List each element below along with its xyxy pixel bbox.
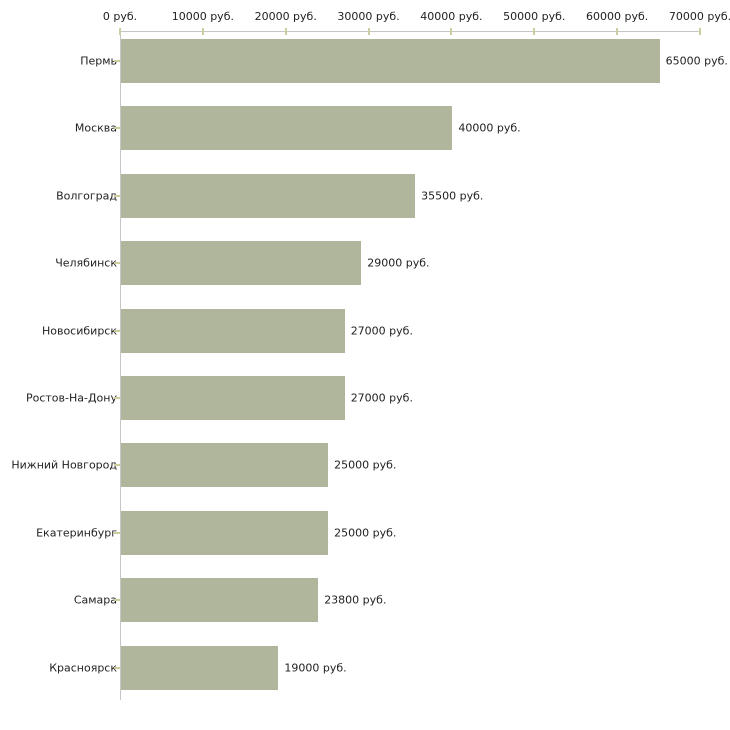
x-axis-tick [201, 28, 204, 35]
value-label: 27000 руб. [350, 324, 413, 338]
chart-row: Пермь 65000 руб. [0, 27, 730, 94]
x-axis-tick-label: 0 руб. [102, 10, 138, 23]
category-tick [114, 127, 120, 130]
chart-row: Нижний Новгород 25000 руб. [0, 432, 730, 499]
bar [121, 375, 345, 420]
x-axis-tick-label: 70000 руб. [668, 10, 730, 23]
category-tick [114, 464, 120, 467]
category-tick [114, 262, 120, 265]
bar [121, 38, 660, 83]
value-label: 25000 руб. [334, 458, 397, 472]
chart-row: Челябинск 29000 руб. [0, 230, 730, 297]
x-axis-tick-label: 40000 руб. [420, 10, 483, 23]
x-axis-tick [699, 28, 701, 35]
category-label: Красноярск [49, 661, 117, 675]
value-label: 27000 руб. [350, 391, 413, 405]
category-tick [114, 329, 120, 332]
chart-row: Новосибирск 27000 руб. [0, 297, 730, 364]
bar [121, 443, 329, 488]
value-label: 25000 руб. [334, 526, 397, 540]
category-tick [114, 59, 120, 62]
chart-row: Самара 23800 руб. [0, 567, 730, 634]
value-label: 40000 руб. [458, 121, 521, 135]
category-tick [114, 599, 120, 602]
category-label: Нижний Новгород [11, 458, 117, 472]
x-axis-tick-label: 20000 руб. [254, 10, 317, 23]
x-axis-tick-label: 50000 руб. [503, 10, 566, 23]
category-label: Волгоград [56, 189, 117, 203]
x-axis-tick-label: 10000 руб. [171, 10, 234, 23]
bar [121, 578, 319, 623]
chart-row: Красноярск 19000 руб. [0, 634, 730, 701]
bar [121, 645, 279, 690]
category-label: Челябинск [55, 256, 117, 270]
bar [121, 173, 416, 218]
bar [121, 510, 329, 555]
chart-row: Екатеринбург 25000 руб. [0, 499, 730, 566]
category-tick [114, 531, 120, 534]
category-label: Новосибирск [41, 324, 117, 338]
x-axis-line [120, 31, 701, 32]
x-axis-tick [119, 28, 121, 35]
x-axis-tick [533, 28, 536, 35]
bar [121, 106, 453, 151]
category-label: Ростов-На-Дону [25, 391, 117, 405]
category-label: Пермь [80, 54, 117, 68]
y-axis-line [120, 31, 121, 700]
chart-row: Ростов-На-Дону 27000 руб. [0, 364, 730, 431]
value-label: 29000 руб. [367, 256, 430, 270]
bar [121, 241, 362, 286]
value-label: 23800 руб. [324, 593, 387, 607]
category-tick [114, 396, 120, 399]
bar [121, 308, 345, 353]
x-axis-tick-label: 30000 руб. [337, 10, 400, 23]
category-label: Самара [73, 593, 117, 607]
x-axis-tick [450, 28, 453, 35]
category-label: Екатеринбург [36, 526, 117, 540]
chart-row: Волгоград 35500 руб. [0, 162, 730, 229]
x-axis-tick [284, 28, 287, 35]
x-axis-tick-label: 60000 руб. [586, 10, 649, 23]
value-label: 19000 руб. [284, 661, 347, 675]
value-label: 65000 руб. [665, 54, 728, 68]
value-label: 35500 руб. [421, 189, 484, 203]
x-axis-tick [616, 28, 619, 35]
x-axis-tick [367, 28, 370, 35]
category-tick [114, 194, 120, 197]
category-tick [114, 666, 120, 669]
category-label: Москва [74, 121, 117, 135]
chart-row: Москва 40000 руб. [0, 95, 730, 162]
